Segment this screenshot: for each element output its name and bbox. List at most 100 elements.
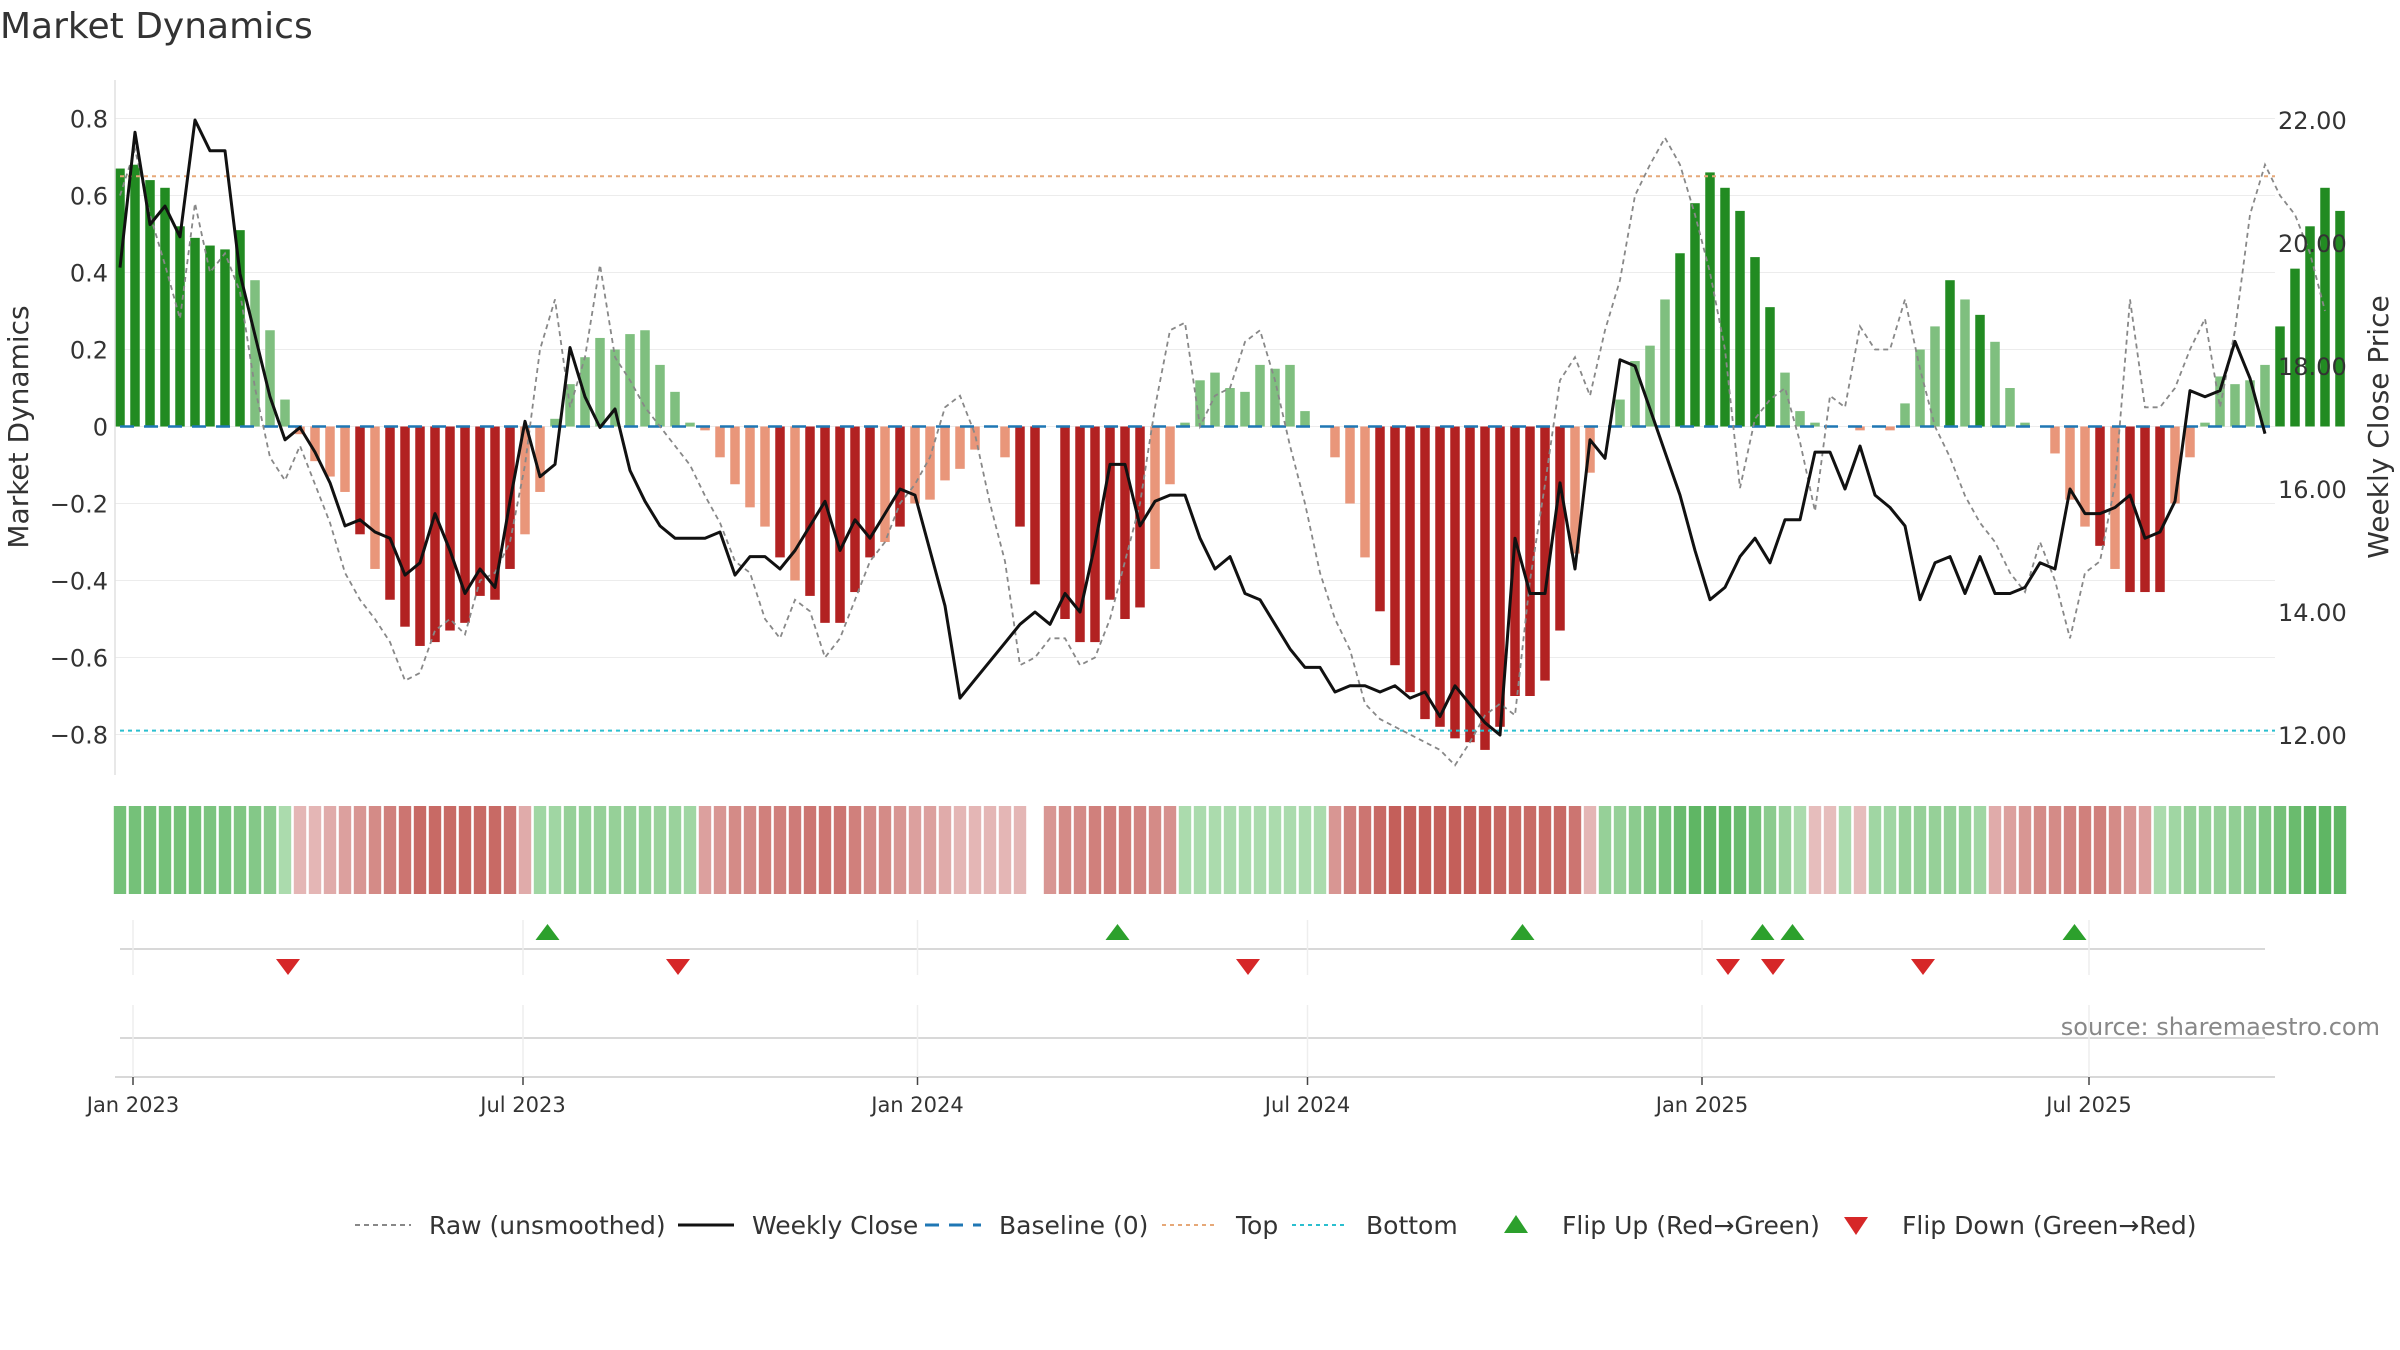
dynamics-bar: [325, 426, 335, 477]
strip-cell: [383, 806, 397, 894]
strip-cell: [1328, 806, 1342, 894]
strip-cell: [1013, 806, 1027, 894]
dynamics-bar: [415, 426, 425, 646]
left-tick-label: −0.2: [50, 491, 108, 519]
lines-layer: [118, 118, 2326, 767]
flip-up-marker: [2062, 924, 2087, 940]
strip-cell: [2318, 806, 2332, 894]
right-axis-title: Weekly Close Price: [2362, 295, 2395, 558]
dynamics-bar: [655, 364, 665, 427]
dynamics-bar: [1720, 187, 1730, 427]
strip-cell: [968, 806, 982, 894]
dynamics-bar: [2335, 210, 2345, 427]
dynamics-bar: [1810, 422, 1820, 427]
dynamics-bar: [1735, 210, 1745, 427]
dynamics-bar: [1675, 253, 1685, 427]
strip-cell: [2063, 806, 2077, 894]
strip-cell: [1868, 806, 1882, 894]
strip-cell: [1523, 806, 1537, 894]
strip-cell: [2003, 806, 2017, 894]
dynamics-bar: [2275, 326, 2285, 427]
dynamics-bar: [1435, 426, 1445, 727]
strip-cell: [998, 806, 1012, 894]
strip-cell: [1928, 806, 1942, 894]
x-tick-label: Jul 2023: [478, 1093, 565, 1117]
strip-cell: [2228, 806, 2242, 894]
strip-cell: [578, 806, 592, 894]
strip-cell: [1568, 806, 1582, 894]
dynamics-bar: [1480, 426, 1490, 750]
strip-cell: [983, 806, 997, 894]
dynamics-bar: [340, 426, 350, 492]
dynamics-bar: [1795, 411, 1805, 427]
flip-down-marker: [1911, 959, 1935, 975]
strip-cell: [1898, 806, 1912, 894]
dynamics-bar: [1450, 426, 1460, 739]
dynamics-bar: [1030, 426, 1040, 585]
dynamics-bar: [1090, 426, 1100, 643]
dynamics-bar: [835, 426, 845, 623]
x-tick-label: Jul 2025: [2044, 1093, 2131, 1117]
dynamics-bar: [1660, 299, 1670, 427]
dynamics-bar: [1990, 341, 2000, 427]
flip-up-marker: [1510, 924, 1535, 940]
right-tick-label: 20.00: [2278, 230, 2347, 258]
dynamics-bar: [1150, 426, 1160, 569]
dynamics-bar: [955, 426, 965, 469]
strip-cell: [2273, 806, 2287, 894]
dynamics-bar: [1345, 426, 1355, 504]
right-tick-label: 14.00: [2278, 599, 2347, 627]
strip-cell: [1613, 806, 1627, 894]
dynamics-bar: [850, 426, 860, 593]
strip-cell: [1883, 806, 1897, 894]
strip-cell: [518, 806, 532, 894]
strip-cell: [1253, 806, 1267, 894]
dynamics-bar: [2125, 426, 2135, 593]
strip-cell: [2288, 806, 2302, 894]
strip-cell: [428, 806, 442, 894]
strip-cell: [2078, 806, 2092, 894]
dynamics-bar: [370, 426, 380, 569]
strip-cell: [638, 806, 652, 894]
source-credit: source: sharemaestro.com: [2060, 1013, 2380, 1041]
dynamics-bar: [2215, 376, 2225, 427]
strip-cell: [1823, 806, 1837, 894]
strip-cell: [308, 806, 322, 894]
strip-cell: [1448, 806, 1462, 894]
left-tick-label: −0.4: [50, 568, 108, 596]
dynamics-bar: [2170, 426, 2180, 504]
legend-label: Flip Up (Red→Green): [1562, 1211, 1820, 1240]
dynamics-bar: [1885, 426, 1895, 431]
dynamics-bar: [1360, 426, 1370, 558]
strip-cell: [293, 806, 307, 894]
strip-cell: [1778, 806, 1792, 894]
dynamics-bar: [2065, 426, 2075, 500]
strip-cell: [1688, 806, 1702, 894]
dynamics-bar: [190, 237, 200, 427]
strip-cell: [1838, 806, 1852, 894]
right-tick-label: 22.00: [2278, 107, 2347, 135]
strip-cell: [773, 806, 787, 894]
dynamics-bar: [310, 426, 320, 462]
strip-cell: [923, 806, 937, 894]
legend: Raw (unsmoothed) Weekly Close Baseline (0)…: [355, 1211, 2197, 1240]
dynamics-bar: [445, 426, 455, 631]
strip-cell: [338, 806, 352, 894]
strip-cell: [413, 806, 427, 894]
strip-cell: [668, 806, 682, 894]
strip-cell: [938, 806, 952, 894]
strip-cell: [173, 806, 187, 894]
dynamics-bar: [1105, 426, 1115, 600]
dynamics-bar: [115, 168, 125, 427]
chart-title: Market Dynamics: [0, 6, 313, 47]
strip-cell: [473, 806, 487, 894]
strip-cell: [128, 806, 142, 894]
strip-cell: [353, 806, 367, 894]
strip-cell: [863, 806, 877, 894]
strip-cell: [1718, 806, 1732, 894]
dynamics-bar: [865, 426, 875, 558]
dynamics-bar: [520, 426, 530, 535]
dynamics-bar: [1900, 403, 1910, 427]
strip-cell: [908, 806, 922, 894]
